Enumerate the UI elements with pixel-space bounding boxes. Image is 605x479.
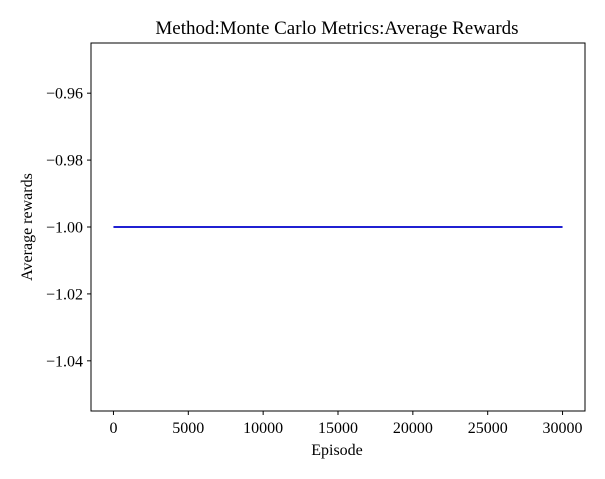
y-tick-label: −0.96: [46, 86, 83, 103]
plot-area: 0 5000 10000 15000 20000 25000 30000 −0.96 −0.98…: [46, 42, 586, 437]
y-tick-label: −1.04: [46, 353, 83, 370]
x-tick-label: 20000: [393, 420, 433, 437]
x-tick-label: 10000: [243, 420, 283, 437]
y-tick-label: −1.02: [46, 286, 83, 303]
x-tick-label: 5000: [172, 420, 204, 437]
x-axis-label: Episode: [311, 442, 363, 459]
x-tick-label: 25000: [468, 420, 508, 437]
x-tick-label: 30000: [543, 420, 583, 437]
x-tick-label: 0: [109, 420, 117, 437]
y-tick-label: −1.00: [46, 220, 83, 237]
y-axis-label: Average rewards: [19, 173, 36, 281]
x-tick-label: 15000: [318, 420, 358, 437]
chart-title: Method:Monte Carlo Metrics:Average Rewar…: [155, 18, 518, 39]
y-tick-label: −0.98: [46, 153, 83, 170]
